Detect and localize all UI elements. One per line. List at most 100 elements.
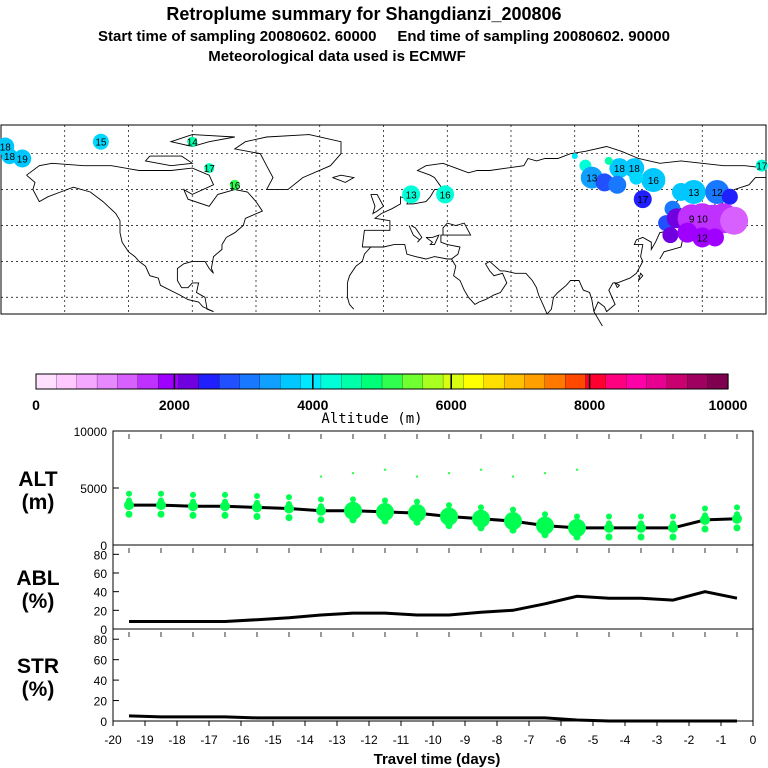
scatter-point xyxy=(604,522,614,533)
y-tick-label: 0 xyxy=(100,715,107,729)
scatter-point xyxy=(285,514,293,522)
series-line xyxy=(129,503,738,530)
y-tick-label: 20 xyxy=(94,695,108,709)
colorbar-cell xyxy=(585,373,607,390)
cluster-age-label: 16 xyxy=(440,190,452,201)
panel-ylabel-line2: (m) xyxy=(22,491,55,514)
scatter-point xyxy=(317,516,325,524)
colorbar-cell xyxy=(687,373,709,390)
scatter-point xyxy=(318,503,324,510)
cluster-age-label: 13 xyxy=(688,188,700,199)
colorbar-cell xyxy=(361,373,383,390)
cluster-age-label: 14 xyxy=(187,138,199,149)
scatter-point xyxy=(414,505,420,512)
panel-ylabel-line1: ABL xyxy=(16,567,59,590)
scatter-point xyxy=(220,501,230,512)
plume-cluster-marker xyxy=(608,175,627,194)
cluster-age-label: 12 xyxy=(712,188,724,199)
scatter-point xyxy=(447,471,451,475)
scatter-point xyxy=(157,510,165,518)
coastline-segment xyxy=(614,281,621,288)
cluster-age-label: 18 xyxy=(614,164,626,175)
scatter-point xyxy=(446,502,452,509)
scatter-point xyxy=(156,500,166,511)
y-tick-label: 20 xyxy=(94,604,108,618)
plume-cluster-marker xyxy=(187,136,198,147)
scatter-point xyxy=(188,501,198,512)
series-line xyxy=(128,714,737,723)
scatter-point xyxy=(254,499,260,506)
colorbar-cell xyxy=(626,373,648,390)
cluster-age-label: 18 xyxy=(4,152,16,163)
scatter-point xyxy=(510,513,516,520)
scatter-point xyxy=(637,533,645,541)
scatter-point xyxy=(222,491,228,498)
colorbar-cell xyxy=(157,373,180,390)
plume-cluster-marker xyxy=(633,190,652,209)
colorbar-label: Altitude (m) xyxy=(321,411,422,427)
scatter-point xyxy=(350,496,356,503)
y-tick-label: 0 xyxy=(100,539,107,553)
scatter-point xyxy=(477,524,485,532)
scatter-point xyxy=(511,475,515,478)
scatter-point xyxy=(574,513,580,520)
scatter-point xyxy=(606,513,612,520)
scatter-point xyxy=(286,494,292,501)
y-tick-label: 80 xyxy=(94,548,108,562)
scatter-point xyxy=(126,497,132,504)
coastline-segment xyxy=(332,174,356,183)
plume-cluster-marker xyxy=(204,163,215,174)
x-tick-label: -6 xyxy=(556,733,567,747)
scatter-point xyxy=(415,475,419,478)
coastline-segment xyxy=(144,155,194,167)
scatter-point xyxy=(408,504,426,523)
colorbar-cell xyxy=(137,373,159,390)
panel-ylabel-line2: (%) xyxy=(22,678,55,701)
figure-title: Retroplume summary for Shangdianzi_20080… xyxy=(166,4,561,24)
scatter-point xyxy=(440,507,458,526)
scatter-point xyxy=(734,511,740,518)
x-tick-label: -7 xyxy=(524,733,535,747)
scatter-point xyxy=(376,502,394,521)
x-tick-label: -10 xyxy=(424,733,442,747)
x-tick-label: -15 xyxy=(264,733,282,747)
y-tick-label: 60 xyxy=(94,654,108,668)
scatter-point xyxy=(351,471,355,475)
scatter-point xyxy=(701,525,709,533)
scatter-point xyxy=(381,517,389,525)
scatter-point xyxy=(319,475,323,478)
scatter-point xyxy=(606,520,612,527)
scatter-point xyxy=(158,497,164,504)
panel-ylabel-line2: (%) xyxy=(22,590,55,613)
scatter-point xyxy=(542,511,548,518)
x-tick-label: -1 xyxy=(716,733,727,747)
colorbar-cell xyxy=(707,373,729,390)
plume-cluster-marker xyxy=(662,227,679,244)
colorbar-cell xyxy=(320,373,342,390)
x-tick-label: -2 xyxy=(684,733,695,747)
scatter-point xyxy=(700,514,710,525)
coastline-segment xyxy=(362,222,472,260)
scatter-point xyxy=(543,471,547,475)
colorbar-cell xyxy=(96,373,119,390)
plume-cluster-marker xyxy=(641,168,666,193)
scatter-point xyxy=(254,492,260,499)
scatter-point xyxy=(252,502,262,513)
coastline-segment xyxy=(26,162,264,313)
plume-cluster-marker xyxy=(721,188,738,205)
scatter-point xyxy=(190,491,196,498)
scatter-point xyxy=(732,513,742,524)
scatter-point xyxy=(445,522,453,530)
colorbar-cell xyxy=(341,373,363,390)
map-grid xyxy=(1,125,766,314)
series-line xyxy=(129,590,738,623)
scatter-point xyxy=(734,504,740,511)
coastline-segment xyxy=(361,146,767,248)
scatter-point xyxy=(638,513,644,520)
coastline-segment xyxy=(346,282,355,310)
colorbar-tick-label: 4000 xyxy=(297,397,328,413)
scatter-point xyxy=(316,505,326,516)
plume-cluster-marker xyxy=(13,149,32,168)
colorbar-cell xyxy=(117,373,139,390)
